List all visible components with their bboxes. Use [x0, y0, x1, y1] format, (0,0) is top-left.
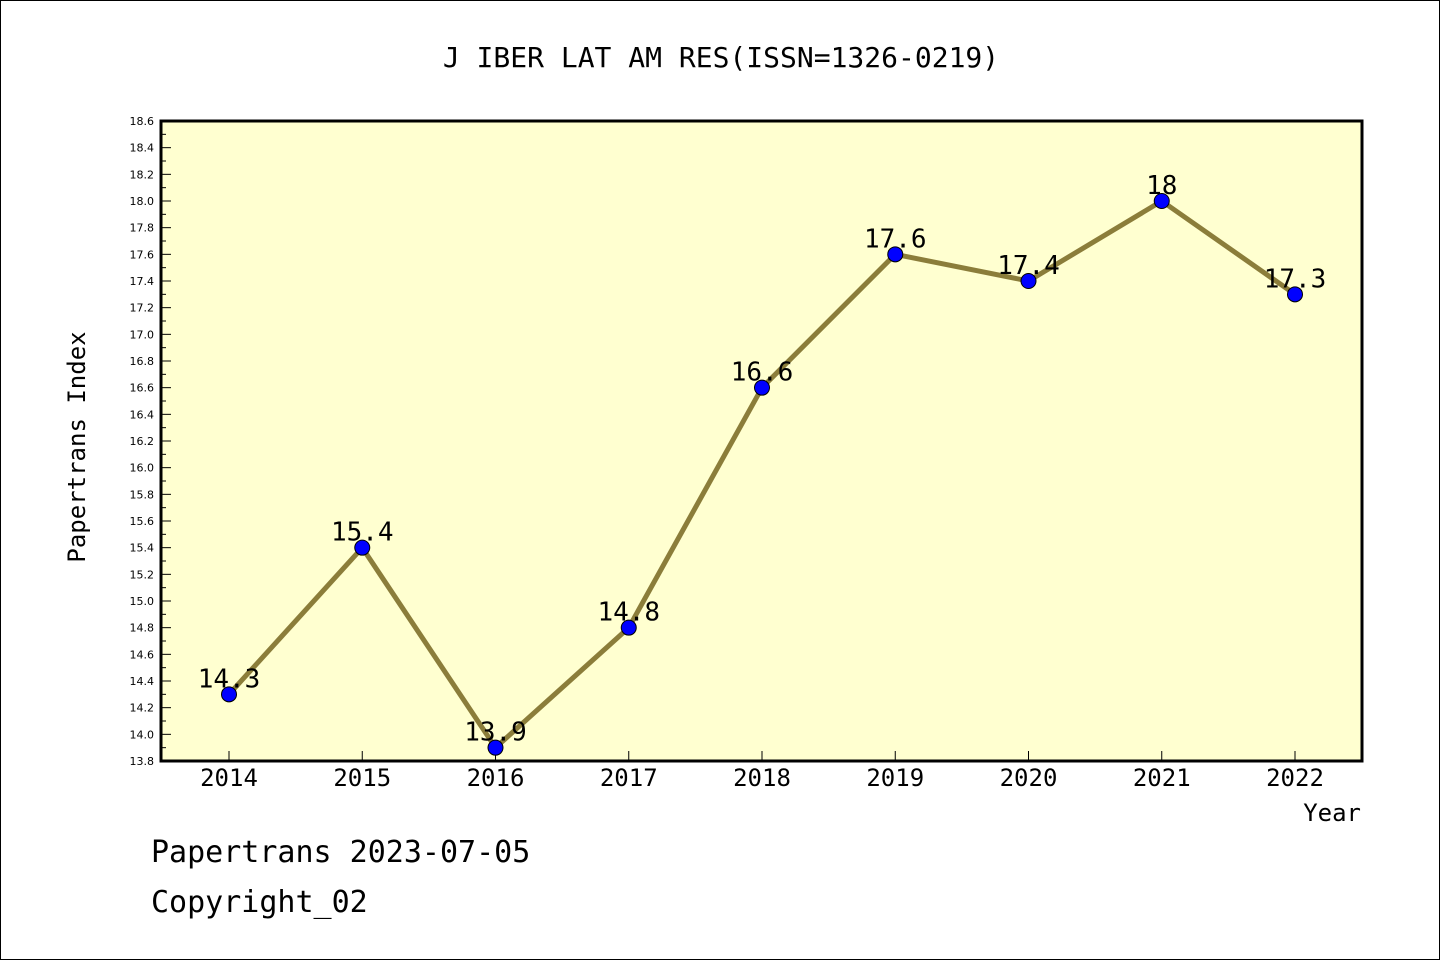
x-tick-label: 2017	[600, 764, 658, 792]
x-axis-ticks: 2014 2015 2016 2017 2018 2019 2020 2021 2022	[200, 751, 1324, 792]
plot-area	[161, 121, 1362, 761]
y-tick-label: 17.0	[130, 328, 155, 341]
footer-copyright: Copyright_02	[151, 885, 368, 920]
y-tick-label: 14.6	[130, 648, 155, 661]
data-point	[487, 739, 504, 756]
footer-date: Papertrans 2023-07-05	[151, 835, 531, 870]
y-tick-label: 17.8	[130, 222, 155, 235]
y-axis-label: Papertrans Index	[63, 331, 91, 562]
y-tick-label: 17.4	[130, 275, 155, 288]
y-tick-label: 15.8	[130, 488, 155, 501]
data-label: 13.9	[464, 718, 527, 748]
y-tick-label: 13.8	[130, 755, 155, 768]
chart-title: J IBER LAT AM RES(ISSN=1326-0219)	[443, 41, 999, 74]
data-points	[221, 193, 1303, 756]
y-tick-label: 16.6	[130, 382, 155, 395]
y-tick-label: 15.2	[130, 568, 155, 581]
y-tick-label: 15.6	[130, 515, 155, 528]
data-label: 17.3	[1264, 264, 1327, 294]
y-tick-label: 14.2	[130, 702, 155, 715]
y-tick-label: 16.0	[130, 462, 155, 475]
y-axis-ticks: 13.8 14.0 14.2 14.4 14.6 14.8 15.0 15.2 15.4 15.6…	[130, 115, 171, 768]
data-label: 16.6	[731, 358, 794, 388]
y-tick-label: 18.0	[130, 195, 155, 208]
y-tick-label: 16.8	[130, 355, 155, 368]
y-tick-label: 17.2	[130, 302, 155, 315]
y-tick-label: 16.2	[130, 435, 155, 448]
data-point	[620, 619, 637, 636]
y-tick-label: 15.4	[130, 542, 155, 555]
x-tick-label: 2019	[866, 764, 924, 792]
data-label: 14.3	[198, 664, 261, 694]
y-tick-label: 16.4	[130, 408, 155, 421]
x-tick-label: 2016	[467, 764, 525, 792]
data-point	[354, 539, 371, 556]
y-tick-label: 18.4	[130, 142, 155, 155]
data-point	[1153, 193, 1170, 209]
y-tick-label: 18.2	[130, 168, 155, 181]
x-tick-label: 2021	[1133, 764, 1191, 792]
y-tick-label: 14.8	[130, 622, 155, 635]
x-tick-label: 2014	[200, 764, 258, 792]
y-tick-label: 17.6	[130, 248, 155, 261]
data-label: 17.4	[997, 251, 1060, 281]
x-tick-label: 2022	[1266, 764, 1324, 792]
x-tick-label: 2015	[333, 764, 391, 792]
plot-border	[159, 119, 1364, 763]
x-axis-label: Year	[1303, 799, 1361, 827]
x-tick-label: 2020	[1000, 764, 1058, 792]
data-label: 14.8	[597, 598, 660, 628]
data-point	[754, 379, 770, 396]
x-tick-label: 2018	[733, 764, 791, 792]
data-label: 18	[1146, 171, 1177, 201]
y-tick-label: 18.6	[130, 115, 155, 128]
y-tick-label: 14.0	[130, 728, 155, 741]
y-tick-label: 14.4	[130, 675, 155, 688]
data-point	[1020, 273, 1037, 289]
data-point	[887, 246, 904, 263]
data-point	[1287, 286, 1303, 303]
data-label: 15.4	[331, 518, 394, 548]
data-label: 17.6	[864, 224, 927, 254]
data-labels: 14.3 15.4 13.9 14.8 16.6 17.6 17.4 18 17.3	[198, 171, 1327, 748]
y-tick-label: 15.0	[130, 595, 155, 608]
data-point	[221, 686, 237, 703]
